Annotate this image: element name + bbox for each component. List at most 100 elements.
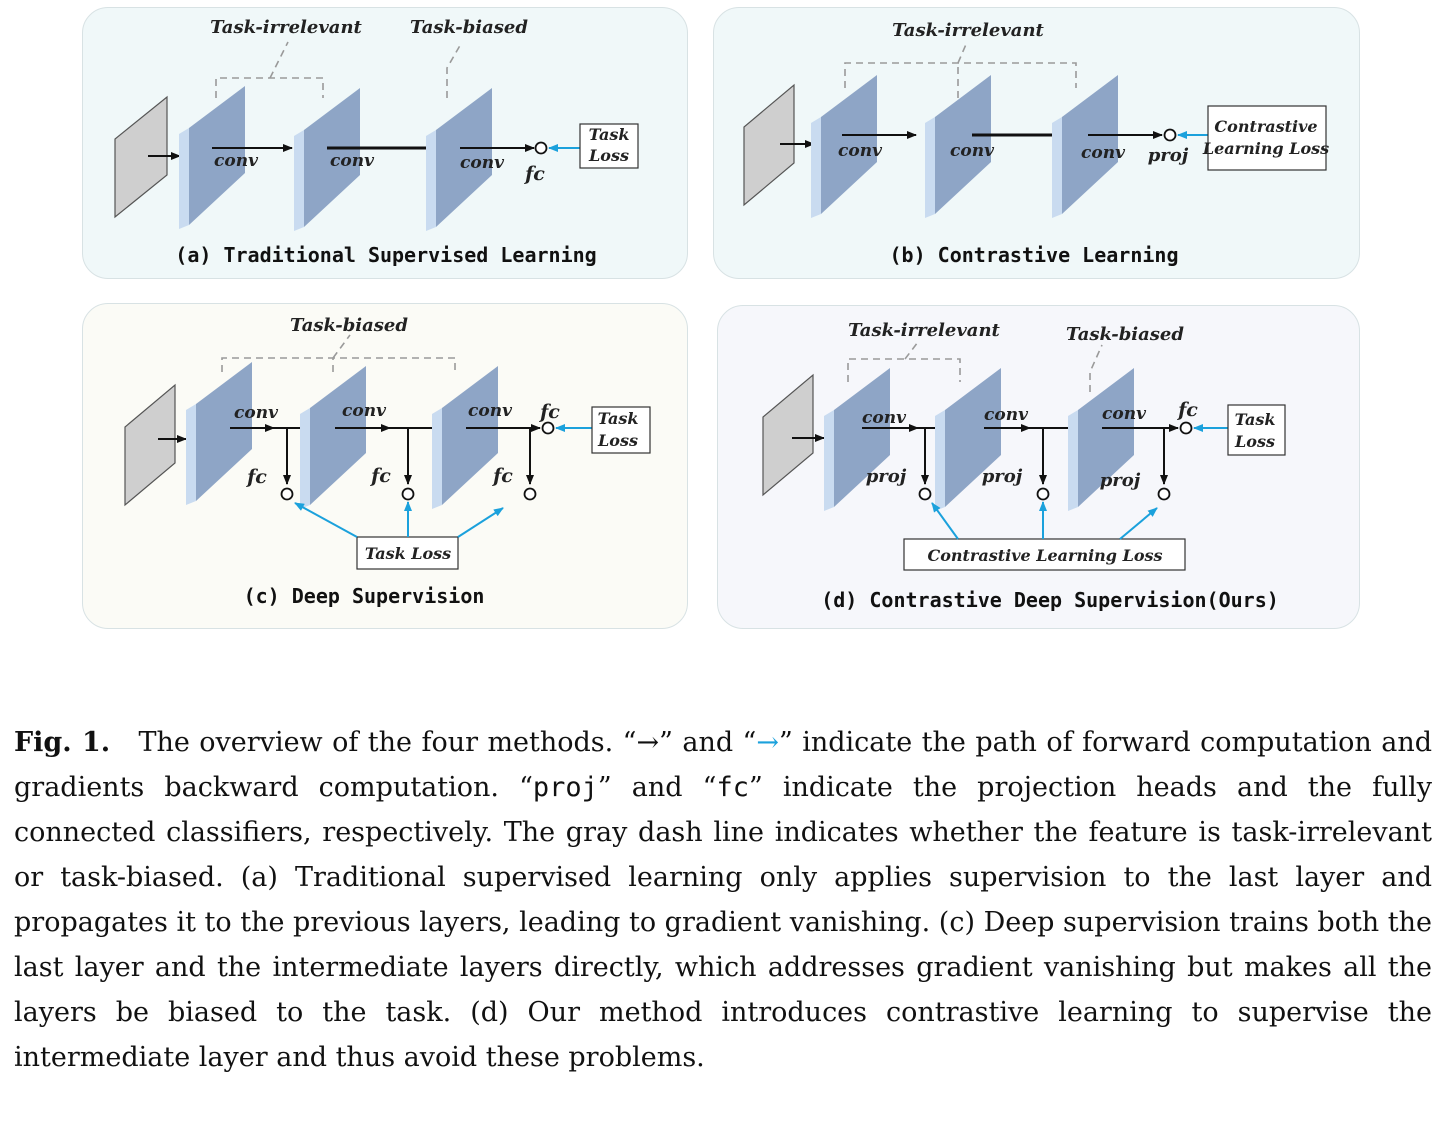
conv-layer-side: [824, 410, 834, 511]
task-irrelevant-label: Task-irrelevant: [892, 20, 1044, 41]
fc-node: [541, 421, 555, 435]
dash-line-task-biased: [221, 357, 456, 372]
conv-layer-face: [189, 86, 245, 225]
conv-label: conv: [468, 401, 513, 421]
conv-label: conv: [950, 141, 995, 161]
proj-label: proj: [1148, 145, 1189, 166]
contrastive-label: Contrastive: [1214, 117, 1317, 136]
learning-loss-label: Learning Loss: [1202, 139, 1329, 158]
input-image-plane: [114, 95, 168, 219]
proj-node: [1036, 487, 1050, 501]
dash-line-task-biased: [446, 41, 463, 98]
conv-layer-block: [426, 88, 492, 231]
conv-label: conv: [862, 408, 907, 428]
conv-layer-block: [186, 362, 252, 505]
conv-layer-block: [294, 88, 360, 231]
conv-label: conv: [214, 151, 259, 171]
conv-layer-block: [1068, 368, 1134, 511]
conv-label: conv: [342, 401, 387, 421]
conv-layer-side: [1068, 410, 1078, 511]
conv-layer-block: [824, 368, 890, 511]
panel-c-title: (c) Deep Supervision: [244, 584, 485, 608]
gradient-arrow-glyph: →: [756, 727, 779, 758]
panel-d-title: (d) Contrastive Deep Supervision(Ours): [821, 588, 1279, 612]
conv-layer-side: [300, 408, 310, 509]
conv-label: conv: [984, 405, 1029, 425]
dash-line-task-irrelevant: [844, 62, 1077, 88]
dash-line-pointer: [904, 341, 919, 360]
task-loss-label: Task Loss: [365, 544, 451, 563]
conv-layer-face: [1078, 368, 1134, 507]
dash-line-task-biased: [1089, 344, 1103, 392]
conv-layer-face: [1062, 75, 1118, 214]
caption-proj: proj: [532, 772, 598, 803]
loss-label: Loss: [1234, 432, 1275, 451]
dash-line-task-irrelevant: [847, 358, 961, 382]
conv-layer-face: [834, 368, 890, 507]
proj-label: proj: [866, 466, 907, 487]
conv-layer-side: [426, 130, 436, 231]
proj-label: proj: [982, 466, 1023, 487]
conv-label: conv: [1102, 404, 1147, 424]
conv-layer-block: [925, 75, 991, 218]
conv-label: conv: [1081, 143, 1126, 163]
conv-layer-side: [925, 117, 935, 218]
conv-layer-face: [935, 75, 991, 214]
proj-node: [1163, 128, 1177, 142]
loss-label: Loss: [597, 431, 638, 450]
task-loss-box: [591, 406, 651, 454]
task-label: Task: [589, 125, 630, 144]
panel-a-title: (a) Traditional Supervised Learning: [175, 243, 596, 267]
task-loss-box: [356, 536, 459, 570]
fc-node: [534, 141, 548, 155]
contrastive-learning-loss-label: Contrastive Learning Loss: [927, 546, 1162, 565]
conv-layer-block: [432, 366, 498, 509]
fc-label: fc: [369, 465, 391, 487]
fc-node: [523, 487, 537, 501]
task-biased-label: Task-biased: [1066, 324, 1184, 345]
caption-text-2: ” indicate the path of forward computati…: [14, 727, 1433, 803]
gradient-arrow: [1119, 507, 1158, 540]
task-irrelevant-label: Task-irrelevant: [210, 17, 362, 38]
task-biased-label: Task-biased: [290, 315, 408, 336]
fc-node: [1179, 421, 1193, 435]
conv-layer-face: [304, 88, 360, 227]
conv-layer-face: [196, 362, 252, 501]
conv-layer-block: [179, 86, 245, 229]
proj-node: [1157, 487, 1171, 501]
conv-layer-block: [935, 368, 1001, 511]
conv-layer-side: [432, 408, 442, 509]
conv-layer-side: [811, 117, 821, 218]
panel-b-title: (b) Contrastive Learning: [890, 243, 1179, 267]
fc-label: fc: [1176, 399, 1198, 421]
loss-label: Loss: [588, 146, 629, 165]
figure-diagram: Task Loss conv conv conv fc Task-irrelevant Tas…: [114, 17, 1329, 612]
fc-label: fc: [491, 465, 513, 487]
conv-layer-face: [436, 88, 492, 227]
conv-label: conv: [234, 403, 279, 423]
conv-layer-side: [1052, 117, 1062, 218]
panel-deep-supervision: [82, 303, 688, 629]
dash-line-task-irrelevant: [215, 77, 324, 98]
input-image-plane: [743, 83, 795, 207]
conv-label: conv: [460, 153, 505, 173]
input-image-plane: [124, 383, 176, 507]
conv-layer-face: [945, 368, 1001, 507]
caption-text-4: ” indicate the projection heads and the …: [14, 772, 1433, 1073]
conv-layer-block: [300, 366, 366, 509]
conv-layer-block: [811, 75, 877, 218]
caption-text-3: ” and “: [597, 772, 717, 803]
task-biased-label: Task-biased: [410, 17, 528, 38]
caption-text-1: The overview of the four methods. “→” an…: [138, 727, 757, 758]
fc-label: fc: [245, 466, 267, 488]
conv-layer-face: [821, 75, 877, 214]
caption-fc: fc: [716, 772, 749, 803]
dash-line-pointer: [269, 41, 289, 79]
conv-layer-face: [442, 366, 498, 505]
figure-caption: Fig. 1. The overview of the four methods…: [14, 720, 1432, 1080]
gradient-arrow: [457, 507, 504, 538]
contrastive-loss-box: [1207, 105, 1327, 171]
gradient-arrow: [294, 502, 358, 538]
figure-label: Fig. 1.: [14, 727, 111, 758]
task-loss-box: [1227, 404, 1286, 456]
